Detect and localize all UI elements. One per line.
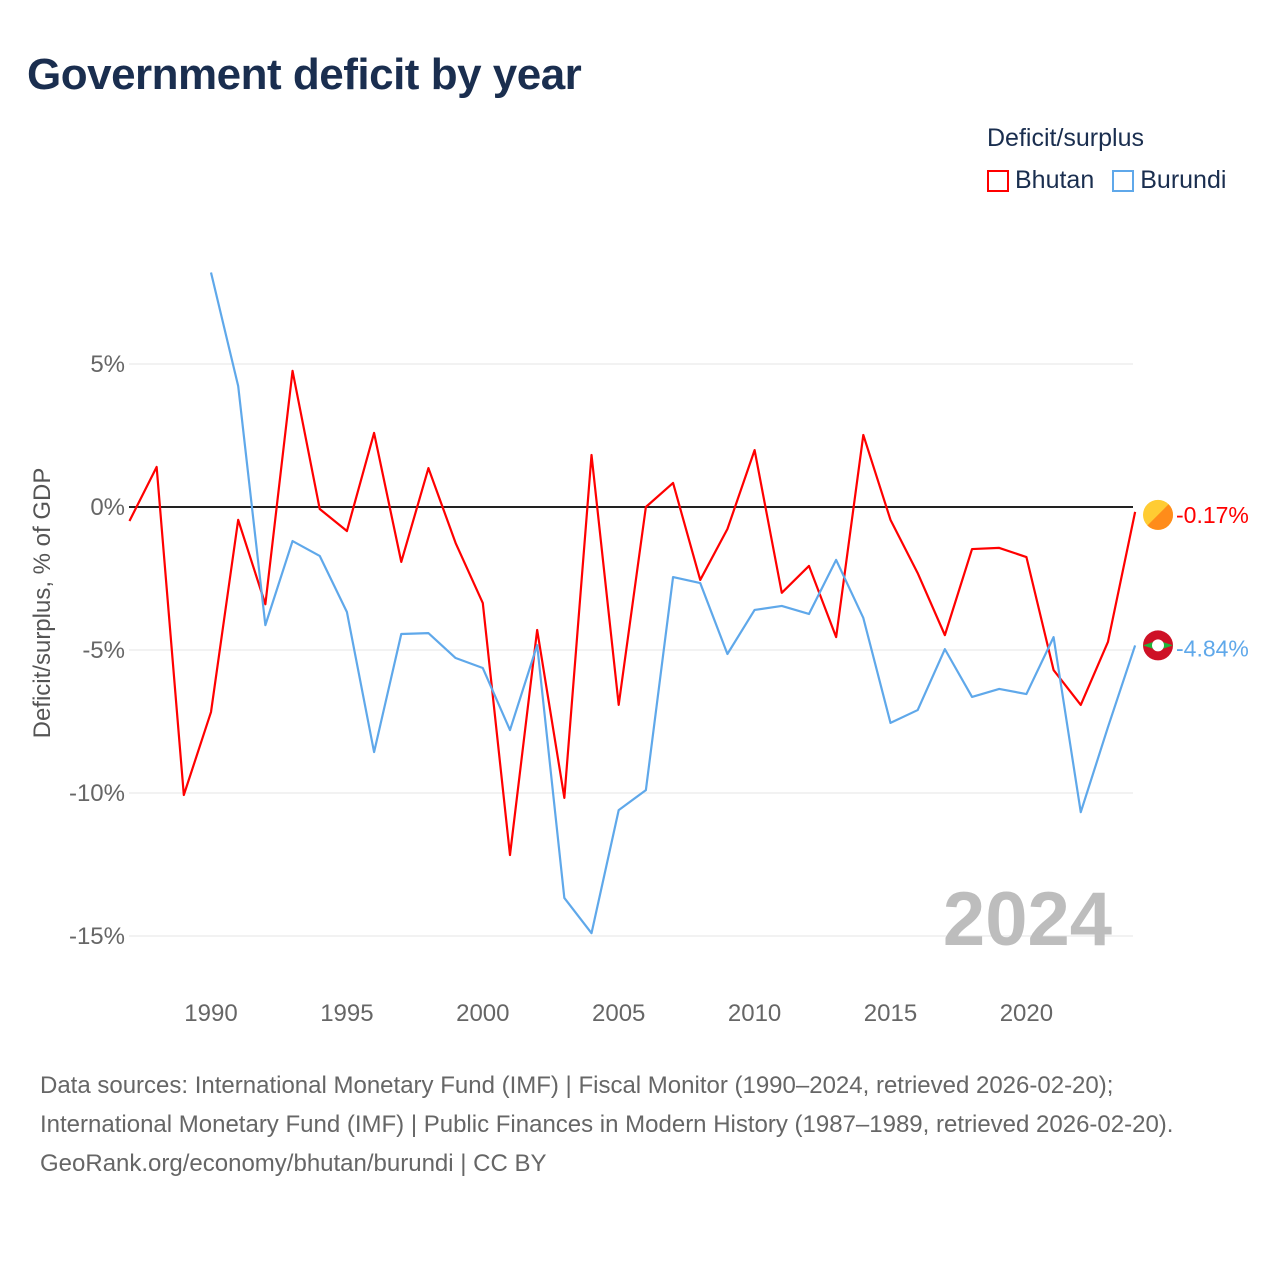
- series-line-bhutan: [128, 369, 1137, 857]
- y-tick-label: -15%: [69, 923, 125, 950]
- source-note: Data sources: International Monetary Fun…: [40, 1066, 1240, 1183]
- y-tick-label: 5%: [90, 351, 125, 378]
- y-axis-label: Deficit/surplus, % of GDP: [29, 468, 56, 739]
- flag-icon-burundi: [1143, 630, 1173, 661]
- x-tick-label: 2010: [728, 1000, 781, 1027]
- source-link[interactable]: GeoRank.org/economy/bhutan/burundi | CC …: [40, 1150, 547, 1177]
- flag-bhutan-orange: [1147, 504, 1173, 530]
- legend: Bhutan Burundi: [987, 166, 1226, 195]
- source-text: Data sources: International Monetary Fun…: [40, 1072, 1174, 1138]
- legend-item-bhutan[interactable]: Bhutan: [987, 166, 1094, 195]
- end-value-label: -4.84%: [1176, 635, 1249, 661]
- y-tick-label: 0%: [90, 494, 125, 521]
- legend-swatch-bhutan: [987, 169, 1009, 192]
- line-chart: 5% 0% -5% -10% -15% 1990 1995 2000 2005 2010 2015 2…: [29, 272, 1249, 1027]
- y-tick-label: -10%: [69, 780, 125, 807]
- flag-icon-bhutan: [1143, 499, 1173, 530]
- series-line-burundi: [209, 272, 1137, 935]
- chart-title: Government deficit by year: [27, 50, 582, 99]
- legend-label: Burundi: [1140, 166, 1227, 194]
- x-tick-label: 2005: [592, 1000, 645, 1027]
- year-watermark: 2024: [943, 877, 1112, 962]
- legend-item-burundi[interactable]: Burundi: [1112, 166, 1226, 195]
- x-tick-label: 1990: [184, 1000, 237, 1027]
- x-tick-label: 1995: [320, 1000, 373, 1027]
- y-tick-label: -5%: [82, 637, 125, 664]
- x-tick-label: 2015: [864, 1000, 917, 1027]
- legend-swatch-burundi: [1112, 169, 1135, 192]
- x-tick-label: 2000: [456, 1000, 509, 1027]
- legend-label: Bhutan: [1015, 166, 1095, 194]
- legend-title: Deficit/surplus: [987, 124, 1144, 152]
- end-value-label: -0.17%: [1176, 502, 1249, 528]
- x-tick-label: 2020: [1000, 1000, 1053, 1027]
- flag-burundi-disc: [1152, 639, 1164, 652]
